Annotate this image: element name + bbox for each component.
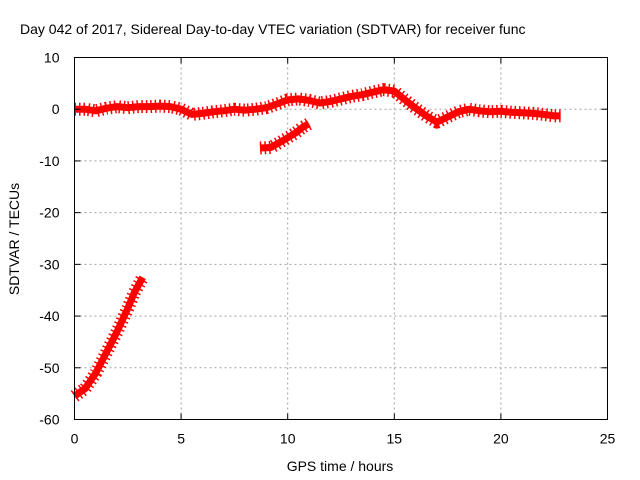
x-tick-label: 0 [71,431,79,447]
y-axis-label: SDTVAR / TECUs [6,183,22,295]
y-tick-label: -60 [39,412,59,428]
series-line-segment-3 [259,120,311,152]
x-axis-label: GPS time / hours [287,458,394,474]
y-tick-label: -20 [39,205,59,221]
axis-layer: 0 5 10 15 20 25 10 0 -10 -20 -30 -40 -50 -60 [39,50,615,447]
chart-title: Day 042 of 2017, Sidereal Day-to-day VTE… [20,21,526,37]
x-tick-label: 5 [177,431,185,447]
y-tick-label: 10 [44,50,60,66]
plot-frame [74,57,608,420]
y-tick-label: -30 [39,256,59,272]
series-markers-segment-1 [70,274,149,402]
y-tick-label: 0 [52,101,60,117]
grid-layer [74,57,608,420]
series-markers-segment-2 [74,83,561,129]
x-tick-label: 20 [493,431,509,447]
series-layer [70,83,561,402]
y-tick-label: -40 [39,308,59,324]
x-tick-label: 15 [387,431,403,447]
x-tick-label: 10 [280,431,296,447]
y-tick-label: -50 [39,360,59,376]
y-tick-label: -10 [39,153,59,169]
x-tick-label: 25 [600,431,616,447]
